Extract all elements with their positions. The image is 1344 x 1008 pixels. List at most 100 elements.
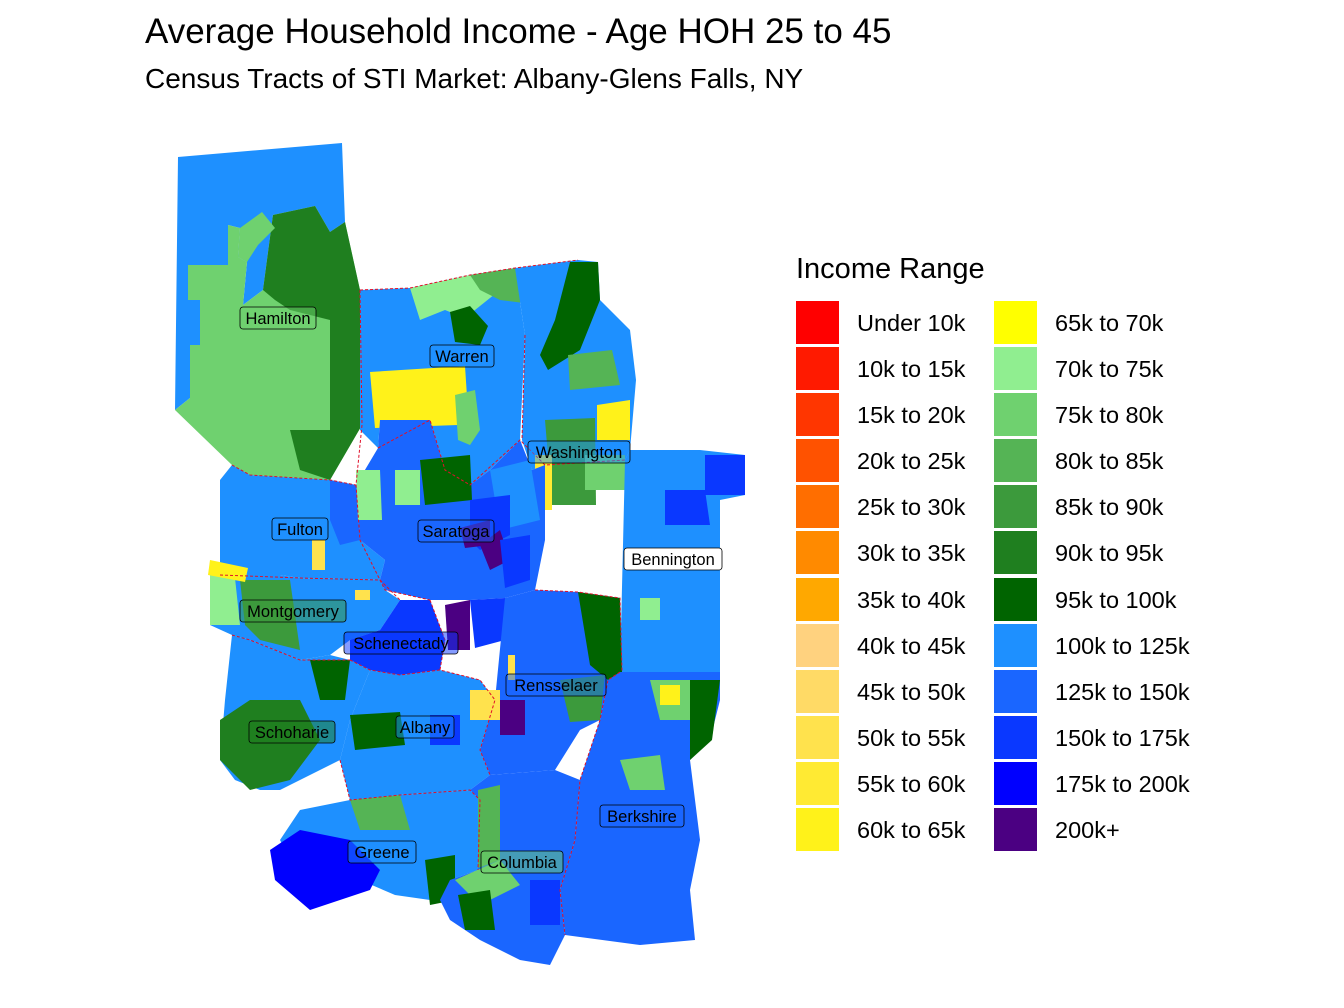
svg-text:Schenectady: Schenectady [353,635,449,653]
legend-label: 75k to 80k [1055,402,1164,429]
county-borders [219,259,626,936]
legend-label: 125k to 150k [1055,678,1190,705]
county-label-saratoga: Saratoga [417,519,495,543]
legend-label: 70k to 75k [1055,356,1164,383]
legend-column-right: 65k to 70k 70k to 75k 75k to 80k 80k to 85k… [994,301,1224,854]
legend-label: 40k to 45k [857,632,966,659]
legend-swatch [796,393,839,437]
legend-swatch [796,347,839,391]
svg-text:Warren: Warren [435,348,488,366]
county-label-berkshire: Berkshire [599,804,685,828]
svg-text:Montgomery: Montgomery [247,603,339,621]
legend-label: 15k to 20k [857,402,966,429]
county-label-greene: Greene [347,840,417,864]
county-label-warren: Warren [429,344,495,368]
county-label-fulton: Fulton [271,517,329,541]
county-label-washington: Washington [527,440,631,464]
legend-item: 25k to 30k [796,485,1026,531]
legend-item: 55k to 60k [796,761,1026,808]
legend-title: Income Range [796,253,985,285]
legend-item: 50k to 55k [796,715,1026,762]
legend-swatch [994,439,1037,483]
legend-item: 45k to 50k [796,669,1026,716]
county-hamilton [175,143,362,480]
legend-item: 15k to 20k [796,393,1026,439]
svg-text:Columbia: Columbia [487,854,558,872]
legend-swatch [994,623,1037,667]
county-label-hamilton: Hamilton [239,306,317,330]
county-label-albany: Albany [395,715,455,739]
county-washington [515,260,636,510]
legend-label: 150k to 175k [1055,724,1190,751]
legend-swatch [994,301,1037,344]
svg-text:Bennington: Bennington [631,551,715,569]
legend-swatch [796,715,839,759]
legend-label: 60k to 65k [857,817,966,844]
legend-item: 40k to 45k [796,623,1026,670]
legend-swatch [994,577,1037,621]
legend-label: 175k to 200k [1055,770,1190,797]
legend-swatch [796,808,839,852]
legend-item: 30k to 35k [796,531,1026,577]
county-label-schoharie: Schoharie [248,720,336,744]
map-subtitle: Census Tracts of STI Market: Albany-Glen… [145,63,804,94]
svg-text:Fulton: Fulton [277,521,323,539]
legend-label: 85k to 90k [1055,494,1164,521]
legend-item: 100k to 125k [994,623,1224,670]
county-label-montgomery: Montgomery [239,599,347,623]
legend-item: 35k to 40k [796,577,1026,624]
legend-swatch [796,577,839,621]
legend-label: 45k to 50k [857,678,966,705]
legend-item: 10k to 15k [796,347,1026,393]
legend-swatch [796,669,839,713]
legend-swatch [994,347,1037,391]
legend-swatch [994,761,1037,805]
legend-item: 20k to 25k [796,439,1026,485]
legend-swatch [994,715,1037,759]
legend-item: 90k to 95k [994,531,1224,577]
svg-text:Schoharie: Schoharie [255,724,329,742]
legend-swatch [796,485,839,529]
svg-text:Berkshire: Berkshire [607,808,677,826]
svg-text:Hamilton: Hamilton [245,310,310,328]
legend-item: 125k to 150k [994,669,1224,716]
legend-swatch [796,531,839,575]
county-label-columbia: Columbia [480,850,564,874]
legend-item: 150k to 175k [994,715,1224,762]
legend-item: 60k to 65k [796,808,1026,854]
county-label-rensselaer: Rensselaer [505,673,607,697]
legend-label: 10k to 15k [857,356,966,383]
legend-swatch [796,761,839,805]
legend-item: Under 10k [796,301,1026,347]
legend-swatch [994,393,1037,437]
legend-item: 175k to 200k [994,761,1224,808]
county-saratoga [356,420,545,600]
legend-swatch [796,439,839,483]
legend-swatch [994,808,1037,852]
legend-swatch [994,669,1037,713]
legend-label: 25k to 30k [857,494,966,521]
legend-item: 85k to 90k [994,485,1224,531]
legend-swatch [796,623,839,667]
legend-label: 30k to 35k [857,540,966,567]
legend-column-left: Under 10k 10k to 15k 15k to 20k 20k to 25k 2… [796,301,1026,854]
svg-text:Washington: Washington [536,444,623,462]
legend-item: 70k to 75k [994,347,1224,393]
legend-item: 80k to 85k [994,439,1224,485]
legend-label: 55k to 60k [857,770,966,797]
legend-label: 20k to 25k [857,448,966,475]
legend-label: 35k to 40k [857,586,966,613]
svg-text:Albany: Albany [400,719,451,737]
svg-text:Greene: Greene [354,844,409,862]
legend-label: 50k to 55k [857,724,966,751]
svg-text:Saratoga: Saratoga [423,523,491,541]
legend-label: 90k to 95k [1055,540,1164,567]
legend-item: 65k to 70k [994,301,1224,347]
legend-swatch [796,301,839,344]
legend-label: 95k to 100k [1055,586,1177,613]
legend-label: Under 10k [857,310,966,336]
county-warren [360,268,540,485]
legend-item: 95k to 100k [994,577,1224,624]
county-label-bennington: Bennington [623,547,723,571]
county-label-schenectady: Schenectady [343,631,459,655]
